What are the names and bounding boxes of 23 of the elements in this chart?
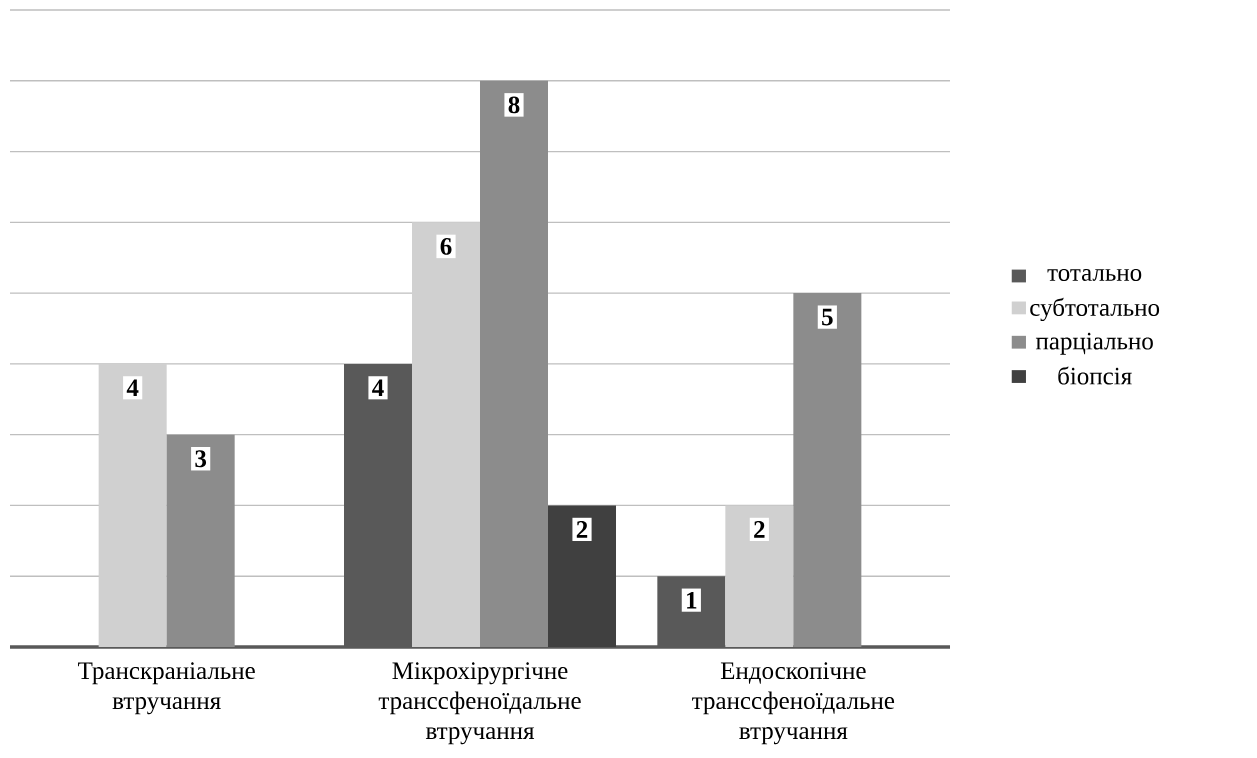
legend-label: біопсія [1058, 366, 1132, 385]
data-label: 4 [126, 379, 139, 397]
bar [548, 505, 617, 647]
legend-label: тотально [1047, 268, 1142, 281]
data-label: 4 [372, 379, 384, 397]
bar [725, 505, 794, 647]
data-label: 8 [508, 96, 520, 114]
data-label: 2 [754, 521, 765, 538]
bar [480, 80, 549, 647]
bar [166, 434, 235, 647]
bar [793, 293, 862, 647]
data-label: 1 [687, 591, 697, 609]
bar [98, 363, 167, 647]
x-tick-label: Мікрохірургічне транссфеноїдальне втручання [378, 662, 581, 745]
legend-label: парціально [1035, 332, 1153, 355]
data-label: 5 [822, 308, 833, 326]
bar [412, 222, 480, 647]
legend-label: субтотально [1030, 297, 1160, 322]
x-tick-label: Ендоскопічне транссфеноїдальне втручання [692, 662, 895, 745]
data-label: 3 [195, 450, 207, 468]
data-label: 2 [576, 521, 588, 538]
data-label: 6 [440, 238, 452, 255]
x-tick-label: Транскраніальне втручання [78, 662, 255, 715]
